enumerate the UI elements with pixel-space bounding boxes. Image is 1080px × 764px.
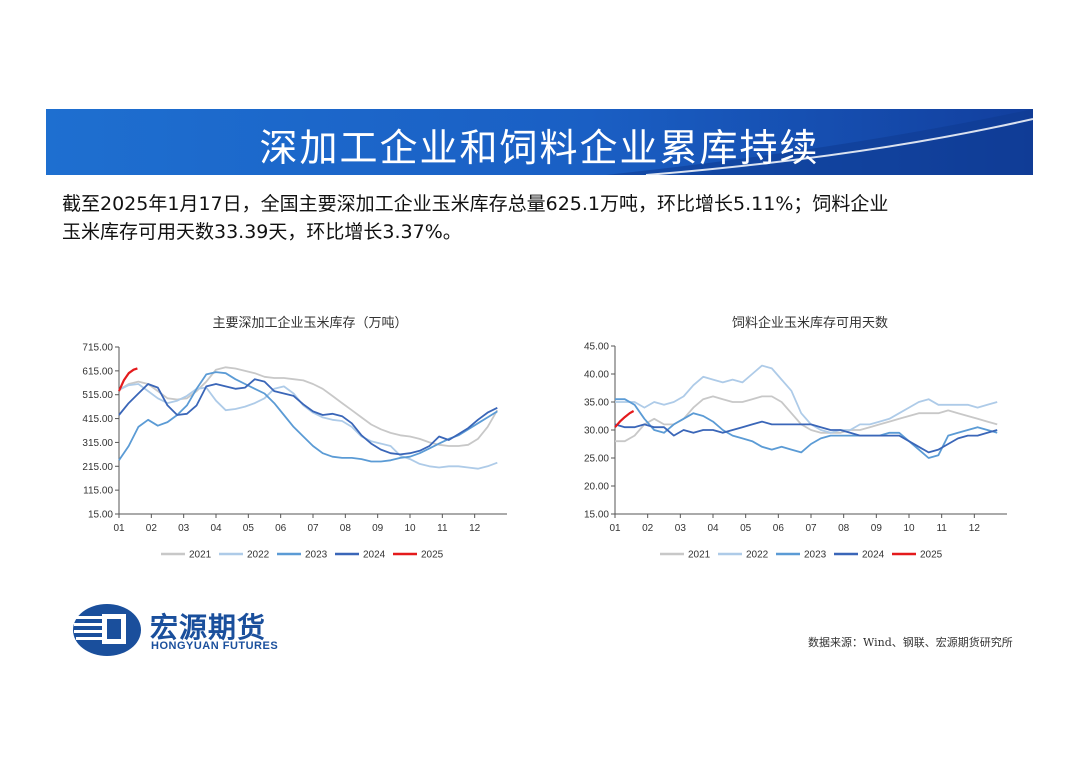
right-y-tick-label: 20.00 bbox=[584, 482, 609, 493]
left-y-tick-label: 215.00 bbox=[82, 462, 113, 473]
right-series-line-2025 bbox=[614, 410, 635, 428]
right-y-tick-label: 25.00 bbox=[584, 454, 609, 465]
left-series-line-2023 bbox=[118, 371, 498, 463]
right-legend-label-2025: 2025 bbox=[920, 550, 943, 561]
right-y-tick-label: 15.00 bbox=[584, 510, 609, 521]
left-x-tick-label: 02 bbox=[146, 523, 158, 534]
right-x-tick-label: 07 bbox=[805, 523, 817, 534]
left-chart-title: 主要深加工企业玉米库存（万吨） bbox=[212, 316, 408, 331]
left-legend-label-2025: 2025 bbox=[421, 550, 444, 561]
page-title: 深加工企业和饲料企业累库持续 bbox=[259, 126, 820, 170]
left-y-tick-label: 15.00 bbox=[88, 510, 113, 521]
logo-chinese-name: 宏源期货 bbox=[150, 611, 267, 644]
left-x-tick-label: 12 bbox=[469, 523, 481, 534]
left-y-tick-label: 615.00 bbox=[82, 366, 113, 377]
right-legend-label-2021: 2021 bbox=[688, 550, 711, 561]
right-x-tick-label: 03 bbox=[675, 523, 687, 534]
right-x-tick-label: 01 bbox=[609, 523, 621, 534]
company-logo: 宏源期货 HONGYUAN FUTURES bbox=[72, 602, 332, 662]
right-y-tick-label: 40.00 bbox=[584, 370, 609, 381]
right-x-tick-label: 05 bbox=[740, 523, 752, 534]
left-x-tick-label: 05 bbox=[243, 523, 255, 534]
right-x-tick-label: 09 bbox=[871, 523, 883, 534]
summary-text: 截至2025年1月17日，全国主要深加工企业玉米库存总量625.1万吨，环比增长… bbox=[62, 190, 1022, 246]
right-series-line-2023 bbox=[615, 398, 998, 459]
right-x-tick-label: 10 bbox=[903, 523, 915, 534]
right-y-tick-label: 45.00 bbox=[584, 342, 609, 353]
left-series-line-2025 bbox=[117, 367, 138, 392]
data-source-note: 数据来源：Wind、钢联、宏源期货研究所 bbox=[808, 636, 1013, 649]
left-series-line-2022 bbox=[118, 383, 498, 470]
right-y-tick-label: 30.00 bbox=[584, 426, 609, 437]
summary-line-1: 截至2025年1月17日，全国主要深加工企业玉米库存总量625.1万吨，环比增长… bbox=[62, 193, 889, 215]
left-y-tick-label: 115.00 bbox=[83, 486, 113, 497]
right-x-tick-label: 04 bbox=[707, 523, 719, 534]
left-x-tick-label: 06 bbox=[275, 523, 287, 534]
left-y-tick-label: 715.00 bbox=[82, 343, 113, 354]
left-legend-label-2021: 2021 bbox=[189, 550, 212, 561]
right-legend-label-2024: 2024 bbox=[862, 550, 885, 561]
logo-english-name: HONGYUAN FUTURES bbox=[151, 640, 279, 652]
right-chart-title: 饲料企业玉米库存可用天数 bbox=[731, 316, 888, 331]
right-x-tick-label: 12 bbox=[969, 523, 981, 534]
logo-emblem-icon bbox=[73, 604, 141, 656]
left-series-line-2024 bbox=[118, 378, 498, 456]
left-legend-label-2024: 2024 bbox=[363, 550, 386, 561]
left-legend-label-2023: 2023 bbox=[305, 550, 328, 561]
summary-line-2: 玉米库存可用天数33.39天，环比增长3.37%。 bbox=[62, 221, 462, 243]
left-legend-label-2022: 2022 bbox=[247, 550, 270, 561]
left-x-tick-label: 09 bbox=[372, 523, 384, 534]
left-x-tick-label: 10 bbox=[404, 523, 416, 534]
left-x-tick-label: 01 bbox=[113, 523, 125, 534]
right-x-tick-label: 02 bbox=[642, 523, 654, 534]
left-x-tick-label: 03 bbox=[178, 523, 190, 534]
right-x-tick-label: 06 bbox=[773, 523, 785, 534]
left-y-tick-label: 315.00 bbox=[82, 438, 113, 449]
right-legend-label-2022: 2022 bbox=[746, 550, 769, 561]
left-y-tick-label: 515.00 bbox=[82, 390, 113, 401]
left-x-tick-label: 07 bbox=[307, 523, 319, 534]
left-x-tick-label: 08 bbox=[340, 523, 352, 534]
left-x-tick-label: 11 bbox=[437, 523, 448, 534]
right-series-line-2022 bbox=[615, 364, 998, 434]
right-x-tick-label: 08 bbox=[838, 523, 850, 534]
left-x-tick-label: 04 bbox=[210, 523, 222, 534]
right-x-tick-label: 11 bbox=[936, 523, 947, 534]
left-y-tick-label: 415.00 bbox=[82, 414, 113, 425]
right-legend-label-2023: 2023 bbox=[804, 550, 827, 561]
right-series-line-2024 bbox=[614, 420, 998, 454]
right-y-tick-label: 35.00 bbox=[584, 398, 609, 409]
